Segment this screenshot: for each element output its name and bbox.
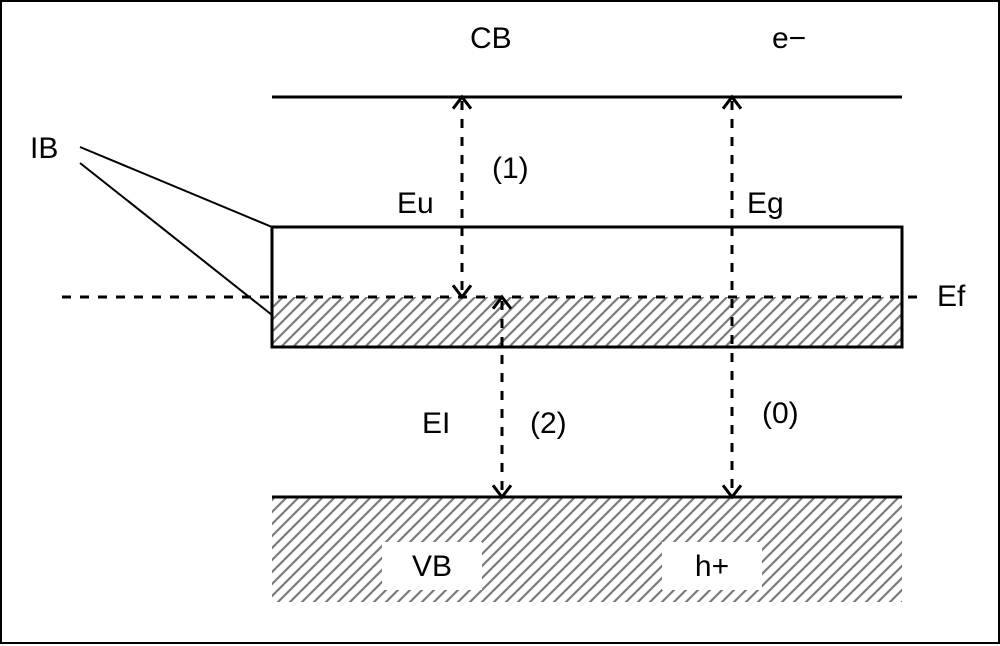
label-cb: CB <box>470 22 512 56</box>
label-hole: h+ <box>695 550 729 583</box>
diagram-frame: VB h+ CB e− IB Eu Eg (1) (2) (0) EΙ Ef <box>0 0 1000 644</box>
label-transition0: (0) <box>762 397 799 431</box>
label-ib: IB <box>30 132 58 166</box>
label-ef: Ef <box>937 280 965 314</box>
label-eu: Eu <box>397 187 434 221</box>
label-transition2: (2) <box>530 407 567 441</box>
label-transition1: (1) <box>492 152 529 186</box>
label-eg: Eg <box>747 187 784 221</box>
band-diagram-svg: VB h+ <box>2 2 1000 646</box>
label-vb: VB <box>412 550 452 583</box>
label-electron: e− <box>772 22 806 56</box>
label-el: EΙ <box>422 407 450 441</box>
